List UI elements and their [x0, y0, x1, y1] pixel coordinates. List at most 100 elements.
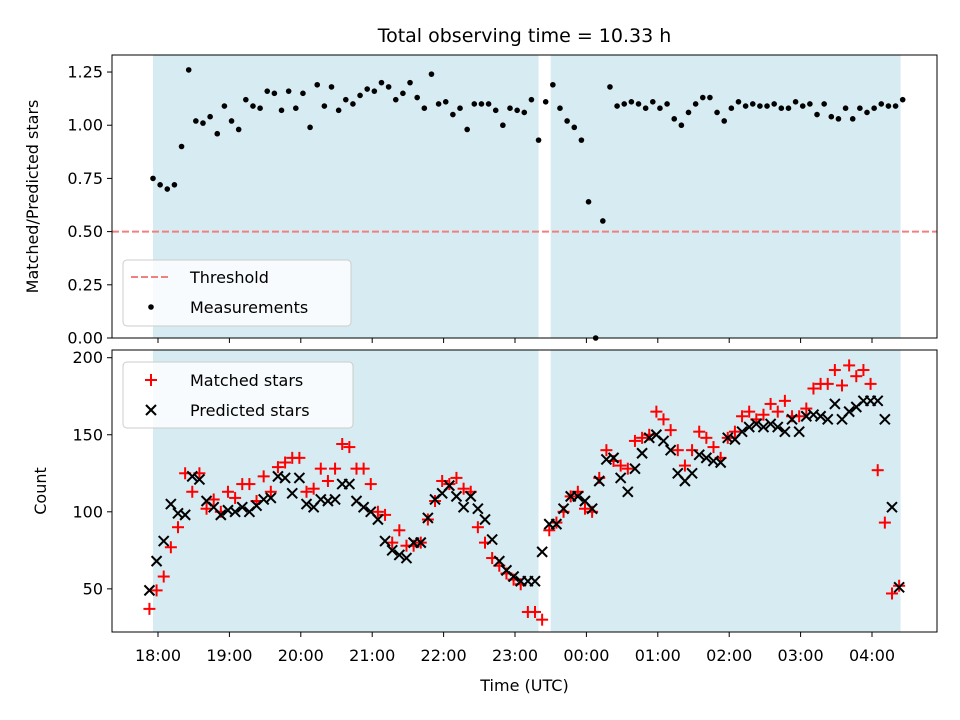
predicted-point-b	[686, 467, 698, 479]
matched-point	[885, 587, 898, 600]
predicted-point-b	[786, 413, 798, 426]
predicted-point-b	[557, 503, 570, 515]
matched-point	[728, 425, 741, 438]
predicted-point	[300, 498, 313, 510]
measurement-point	[250, 103, 256, 109]
predicted-point	[450, 490, 463, 503]
predicted-point	[829, 398, 841, 410]
predicted-point-b	[714, 456, 727, 469]
top-y-tick-label: 0.75	[67, 169, 103, 188]
matched-point	[650, 405, 663, 418]
measurement-point	[849, 116, 856, 122]
measurement-point	[378, 79, 385, 86]
predicted-point-b	[257, 493, 270, 506]
measurement-point	[407, 79, 413, 86]
measurement-point	[771, 101, 777, 107]
measurement-point	[650, 99, 656, 105]
matched-point	[836, 379, 849, 392]
bottom-legend: Matched stars Predicted stars	[122, 361, 354, 429]
measurement-point	[150, 175, 156, 182]
predicted-point-b	[550, 518, 563, 530]
measurement-point	[842, 105, 849, 111]
predicted-point	[150, 555, 163, 567]
matched-point	[257, 470, 270, 483]
predicted-point	[614, 472, 627, 484]
matched-point	[271, 461, 284, 474]
predicted-point	[236, 501, 248, 513]
bottom-y-tick-label: 100	[72, 502, 103, 521]
predicted-point-b	[179, 509, 191, 521]
measurement-point	[899, 96, 906, 103]
predicted-point	[843, 405, 855, 418]
bottom-x-ticks: 18:00 19:00 20:00 21:00 22:00 23:00 00:00 01:00…	[135, 632, 895, 665]
predicted-point	[536, 546, 548, 558]
matched-point	[150, 584, 163, 597]
top-y-axis-label: Matched/Predicted stars	[23, 100, 42, 294]
predicted-point	[764, 418, 777, 430]
matched-point	[678, 459, 691, 472]
x-axis-label: Time (UTC)	[479, 676, 568, 695]
predicted-point	[357, 501, 370, 513]
matched-point	[578, 502, 591, 515]
predicted-point-b	[536, 546, 548, 558]
predicted-point	[693, 449, 705, 461]
chart-title: Total observing time = 10.33 h	[377, 25, 672, 47]
measurement-point	[892, 103, 899, 109]
predicted-point	[700, 452, 713, 464]
matched-point	[771, 405, 784, 418]
predicted-point	[165, 498, 177, 510]
predicted-point	[879, 413, 891, 426]
predicted-point	[379, 535, 391, 547]
matched-point	[457, 482, 470, 495]
matched-point	[143, 602, 156, 615]
measurement-point	[335, 107, 342, 114]
matched-point	[207, 493, 220, 506]
matched-point	[221, 485, 234, 498]
matched-point	[264, 485, 277, 498]
measurement-point	[607, 84, 613, 90]
predicted-point-b	[207, 501, 220, 513]
predicted-point-b	[300, 498, 313, 510]
predicted-point	[329, 493, 341, 506]
measurement-point	[178, 143, 185, 150]
measurement-point	[785, 105, 792, 111]
predicted-point-b	[629, 462, 641, 475]
top-panel: 0.00 0.25 0.50 0.75 1.00 1.25 Total observing…	[23, 25, 938, 348]
predicted-point-b	[800, 410, 813, 422]
measurement-point	[385, 84, 392, 90]
measurement-point	[628, 99, 635, 105]
predicted-point	[229, 506, 241, 518]
bottom-x-tick-label: 19:00	[206, 646, 252, 665]
predicted-point-b	[636, 447, 648, 459]
predicted-point	[215, 509, 227, 521]
predicted-point-b	[386, 544, 398, 557]
matched-point	[393, 524, 406, 537]
matched-point	[200, 502, 213, 515]
bottom-x-tick-label: 20:00	[278, 646, 324, 665]
measurement-point	[671, 116, 678, 122]
measurement-point	[357, 92, 363, 99]
matched-point	[164, 541, 177, 554]
predicted-point-b	[457, 501, 470, 513]
matched-point	[307, 482, 320, 495]
measurement-point	[564, 118, 570, 124]
predicted-point	[786, 413, 798, 426]
predicted-point-b	[465, 490, 477, 503]
matched-point	[379, 508, 392, 521]
predicted-point	[372, 513, 384, 526]
measurement-point	[293, 105, 299, 111]
measurement-point	[735, 99, 742, 105]
matched-point	[186, 485, 199, 498]
matched-point	[421, 513, 434, 526]
measurement-point	[600, 218, 606, 224]
bottom-x-tick-label: 01:00	[635, 646, 681, 665]
measurement-point	[500, 122, 506, 129]
predicted-point-b	[215, 509, 227, 521]
measurement-point	[664, 101, 670, 107]
predicted-point	[422, 512, 434, 524]
predicted-point	[629, 462, 641, 475]
matched-point	[764, 397, 777, 410]
predicted-point	[386, 544, 398, 557]
measurement-point	[699, 94, 706, 101]
